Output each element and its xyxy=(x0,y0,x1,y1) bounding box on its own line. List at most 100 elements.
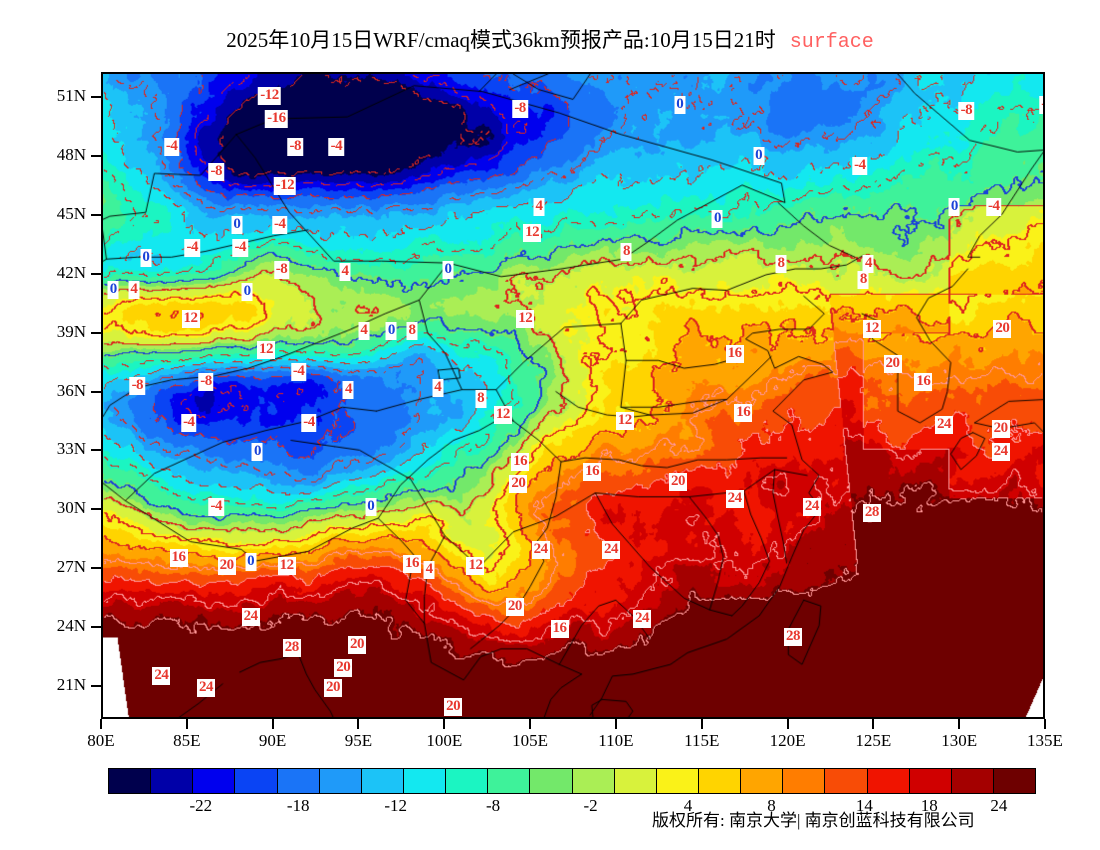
colorbar-segment xyxy=(277,769,320,793)
contour-label: 0 xyxy=(711,210,723,229)
contour-label: 0 xyxy=(442,261,454,280)
latitude-tick xyxy=(91,96,101,99)
contour-label: 20 xyxy=(883,355,902,374)
colorbar-segment xyxy=(951,769,994,793)
colorbar-tick-label: -12 xyxy=(384,796,407,815)
colorbar-tick-label: 8 xyxy=(767,796,776,815)
contour-label: -4 xyxy=(181,413,197,432)
contour-label: 4 xyxy=(358,321,370,340)
latitude-tick-label: 45N xyxy=(56,204,86,224)
contour-label: 0 xyxy=(231,215,243,234)
longitude-tick-label: 80E xyxy=(87,731,115,750)
contour-label: 28 xyxy=(282,639,301,658)
colorbar-segment xyxy=(993,769,1036,793)
contour-label: 8 xyxy=(857,270,869,289)
contour-label: -12 xyxy=(273,176,297,195)
contour-label: -8 xyxy=(273,261,290,280)
colorbar-segment xyxy=(446,769,489,793)
map-plot-area[interactable]: -12-16-80-8-4-8-4-8-40-4-8-12040-41280-4… xyxy=(101,72,1045,719)
contour-label: 24 xyxy=(196,678,215,697)
colorbar-segment xyxy=(656,769,699,793)
contour-label: 0 xyxy=(674,96,686,115)
contour-label: 0 xyxy=(948,198,960,217)
contour-label: 12 xyxy=(257,341,276,360)
latitude-tick xyxy=(91,508,101,511)
longitude-tick-label: 105E xyxy=(512,731,549,750)
contour-label: 8 xyxy=(475,390,487,409)
colorbar-tick-label: 14 xyxy=(855,796,873,815)
longitude-tick xyxy=(357,719,360,729)
contour-label: 20 xyxy=(444,698,463,717)
colorbar-segment xyxy=(867,769,910,793)
contour-label: -8 xyxy=(198,372,214,391)
contour-label: 20 xyxy=(217,557,236,576)
colorbar-segment xyxy=(235,769,278,793)
contour-label: 4 xyxy=(423,561,435,580)
colorbar-segment xyxy=(909,769,952,793)
contour-label: 12 xyxy=(523,223,542,242)
colorbar-tick-label: -8 xyxy=(486,796,501,815)
contour-label: 20 xyxy=(348,635,367,654)
contour-label: 12 xyxy=(181,310,200,329)
longitude-tick xyxy=(529,719,532,729)
colorbar-segment xyxy=(361,769,404,793)
contour-label: 4 xyxy=(862,255,874,274)
contour-label: 28 xyxy=(862,504,881,523)
contour-label: 20 xyxy=(334,659,353,678)
colorbar-segment xyxy=(741,769,784,793)
contour-label: 4 xyxy=(339,263,351,282)
latitude-tick-label: 36N xyxy=(56,380,86,400)
contour-label: 16 xyxy=(550,619,569,638)
contour-label: 20 xyxy=(323,678,342,697)
contour-label: 4 xyxy=(432,378,444,397)
contour-label: 8 xyxy=(620,243,632,262)
longitude-tick xyxy=(700,719,703,729)
latitude-tick xyxy=(91,567,101,570)
longitude-tick-label: 125E xyxy=(855,731,892,750)
contour-label: 4 xyxy=(533,198,545,217)
contour-label: -4 xyxy=(328,137,345,156)
contour-label: -12 xyxy=(258,86,281,105)
contour-label: 0 xyxy=(385,321,397,340)
contour-label: -4 xyxy=(290,363,307,381)
longitude-tick-label: 120E xyxy=(769,731,806,750)
colorbar-tick-label: 24 xyxy=(990,796,1008,815)
contour-label: -8 xyxy=(129,376,146,395)
contour-label: 0 xyxy=(753,147,765,166)
latitude-tick xyxy=(91,390,101,393)
contour-label: -4 xyxy=(301,413,317,432)
longitude-tick xyxy=(958,719,961,729)
contour-label: 8 xyxy=(775,255,787,274)
latitude-tick-label: 27N xyxy=(56,557,86,577)
contour-label: 12 xyxy=(516,310,535,329)
colorbar-segment xyxy=(698,769,742,793)
contour-label: 20 xyxy=(505,598,524,617)
colorbar-segment xyxy=(825,769,868,793)
colorbar-segment xyxy=(530,769,573,793)
longitude-tick-label: 135E xyxy=(1027,731,1063,750)
contour-label: 28 xyxy=(783,627,802,646)
longitude-tick xyxy=(1044,719,1046,729)
latitude-tick xyxy=(91,449,101,452)
contour-label: 24 xyxy=(152,666,171,685)
copyright-notice: 版权所有: 南京大学| 南京创蓝科技有限公司 xyxy=(652,811,975,830)
colorbar-tick-label: 18 xyxy=(920,796,938,815)
contour-label: 24 xyxy=(632,610,651,629)
contour-label: 12 xyxy=(862,319,881,338)
contour-label: 24 xyxy=(602,541,621,560)
title-main-text: 2025年10月15日WRF/cmaq模式36km预报产品:10月15日21时 xyxy=(226,28,776,52)
contour-label: 16 xyxy=(169,549,188,568)
colorbar[interactable] xyxy=(108,768,1036,794)
colorbar-tick-label: -2 xyxy=(583,796,598,815)
contour-label: -8 xyxy=(1039,96,1043,115)
contour-label: -4 xyxy=(272,215,288,234)
colorbar-segment xyxy=(151,769,194,793)
longitude-tick xyxy=(100,719,102,729)
colorbar-segment xyxy=(109,769,152,793)
colorbar-segment xyxy=(614,769,657,793)
contour-label: -8 xyxy=(208,163,225,182)
contour-label: 24 xyxy=(531,541,550,560)
contour-label: 24 xyxy=(991,443,1010,462)
contour-label: -4 xyxy=(852,157,868,176)
contour-label: -4 xyxy=(163,137,180,156)
